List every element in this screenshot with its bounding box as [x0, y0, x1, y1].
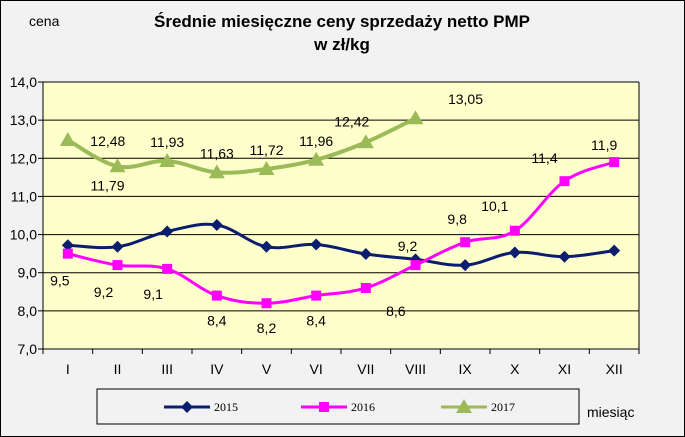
x-tick-label: I [66, 361, 70, 377]
legend-label-2017: 2017 [491, 400, 515, 414]
data-point-2017 [59, 131, 76, 146]
legend-label-2016: 2016 [351, 400, 375, 414]
x-tick-label: V [262, 361, 272, 377]
data-point-2016 [460, 237, 471, 248]
y-tick-label: 8,0 [18, 303, 38, 319]
x-tick-label: II [114, 361, 122, 377]
y-tick-label: 14,0 [10, 74, 37, 90]
data-point-2016 [311, 290, 322, 301]
data-point-2017 [159, 152, 176, 167]
y-tick-label: 7,0 [18, 341, 38, 357]
data-point-2015 [459, 259, 472, 272]
data-point-2017 [109, 158, 126, 173]
data-point-2016 [360, 282, 371, 293]
legend-marker-2017 [456, 399, 472, 413]
legend-marker-2016 [319, 402, 329, 412]
data-point-2016 [609, 157, 620, 168]
data-label-2016: 8,4 [207, 313, 227, 329]
y-tick-label: 13,0 [10, 112, 37, 128]
data-point-2016 [211, 290, 222, 301]
data-label-2017: 11,79 [91, 177, 125, 193]
x-tick-label: X [510, 361, 520, 377]
y-tick-label: 10,0 [10, 227, 37, 243]
data-point-2017 [357, 134, 374, 149]
data-label-2017: 11,93 [150, 134, 184, 150]
x-axis-title: miesiąc [587, 404, 634, 420]
data-point-2016 [509, 225, 520, 236]
x-tick-label: VIII [405, 361, 426, 377]
data-label-2017: 12,48 [90, 133, 125, 149]
x-tick-label: IX [459, 361, 473, 377]
data-point-2016 [162, 263, 173, 274]
data-point-2015 [210, 219, 223, 232]
data-point-2016 [62, 248, 73, 259]
y-axis-title: cena [29, 13, 60, 29]
data-point-2015 [508, 246, 521, 259]
data-point-2017 [258, 160, 275, 175]
data-point-2017 [308, 151, 325, 166]
data-point-2015 [260, 240, 273, 253]
data-label-2017: 12,42 [334, 113, 369, 129]
data-point-2015 [608, 244, 621, 257]
y-tick-label: 12,0 [10, 150, 37, 166]
x-tick-label: XII [606, 361, 623, 377]
data-point-2017 [208, 164, 225, 179]
data-label-2016: 9,2 [94, 284, 114, 300]
data-label-2016: 11,9 [591, 137, 617, 153]
data-label-2017: 11,96 [299, 133, 333, 149]
data-point-2016 [410, 260, 421, 271]
legend-marker-2015 [181, 401, 193, 413]
plot-area [43, 82, 639, 349]
x-tick-label: IV [210, 361, 224, 377]
data-point-2016 [559, 176, 570, 187]
data-label-2017: 13,05 [448, 91, 483, 107]
data-point-2015 [359, 248, 372, 261]
data-point-2015 [310, 238, 323, 251]
chart-subtitle: w zł/kg [313, 35, 370, 54]
y-tick-label: 11,0 [11, 188, 37, 204]
data-point-2015 [61, 239, 74, 252]
x-tick-label: XI [558, 361, 571, 377]
y-tick-label: 9,0 [18, 265, 38, 281]
data-point-2015 [111, 240, 124, 253]
data-label-2016: 8,2 [257, 320, 277, 336]
x-tick-label: VII [357, 361, 374, 377]
data-point-2017 [407, 110, 424, 125]
data-label-2016: 9,5 [50, 273, 70, 289]
data-label-2016: 8,4 [306, 313, 326, 329]
data-label-2016: 9,8 [447, 211, 467, 227]
data-label-2016: 9,2 [398, 238, 418, 254]
legend-label-2015: 2015 [214, 400, 238, 414]
data-label-2017: 11,72 [250, 142, 284, 158]
data-label-2016: 9,1 [143, 286, 163, 302]
data-label-2016: 11,4 [531, 150, 557, 166]
chart-title: Średnie miesięczne ceny sprzedaży netto … [154, 12, 530, 31]
data-label-2017: 11,63 [200, 145, 234, 161]
data-point-2015 [558, 250, 571, 263]
data-point-2015 [161, 225, 174, 238]
data-point-2016 [261, 298, 272, 309]
data-point-2016 [112, 260, 123, 271]
x-tick-label: III [161, 361, 173, 377]
data-label-2016: 10,1 [481, 198, 508, 214]
data-label-2016: 8,6 [386, 303, 406, 319]
x-tick-label: VI [310, 361, 323, 377]
